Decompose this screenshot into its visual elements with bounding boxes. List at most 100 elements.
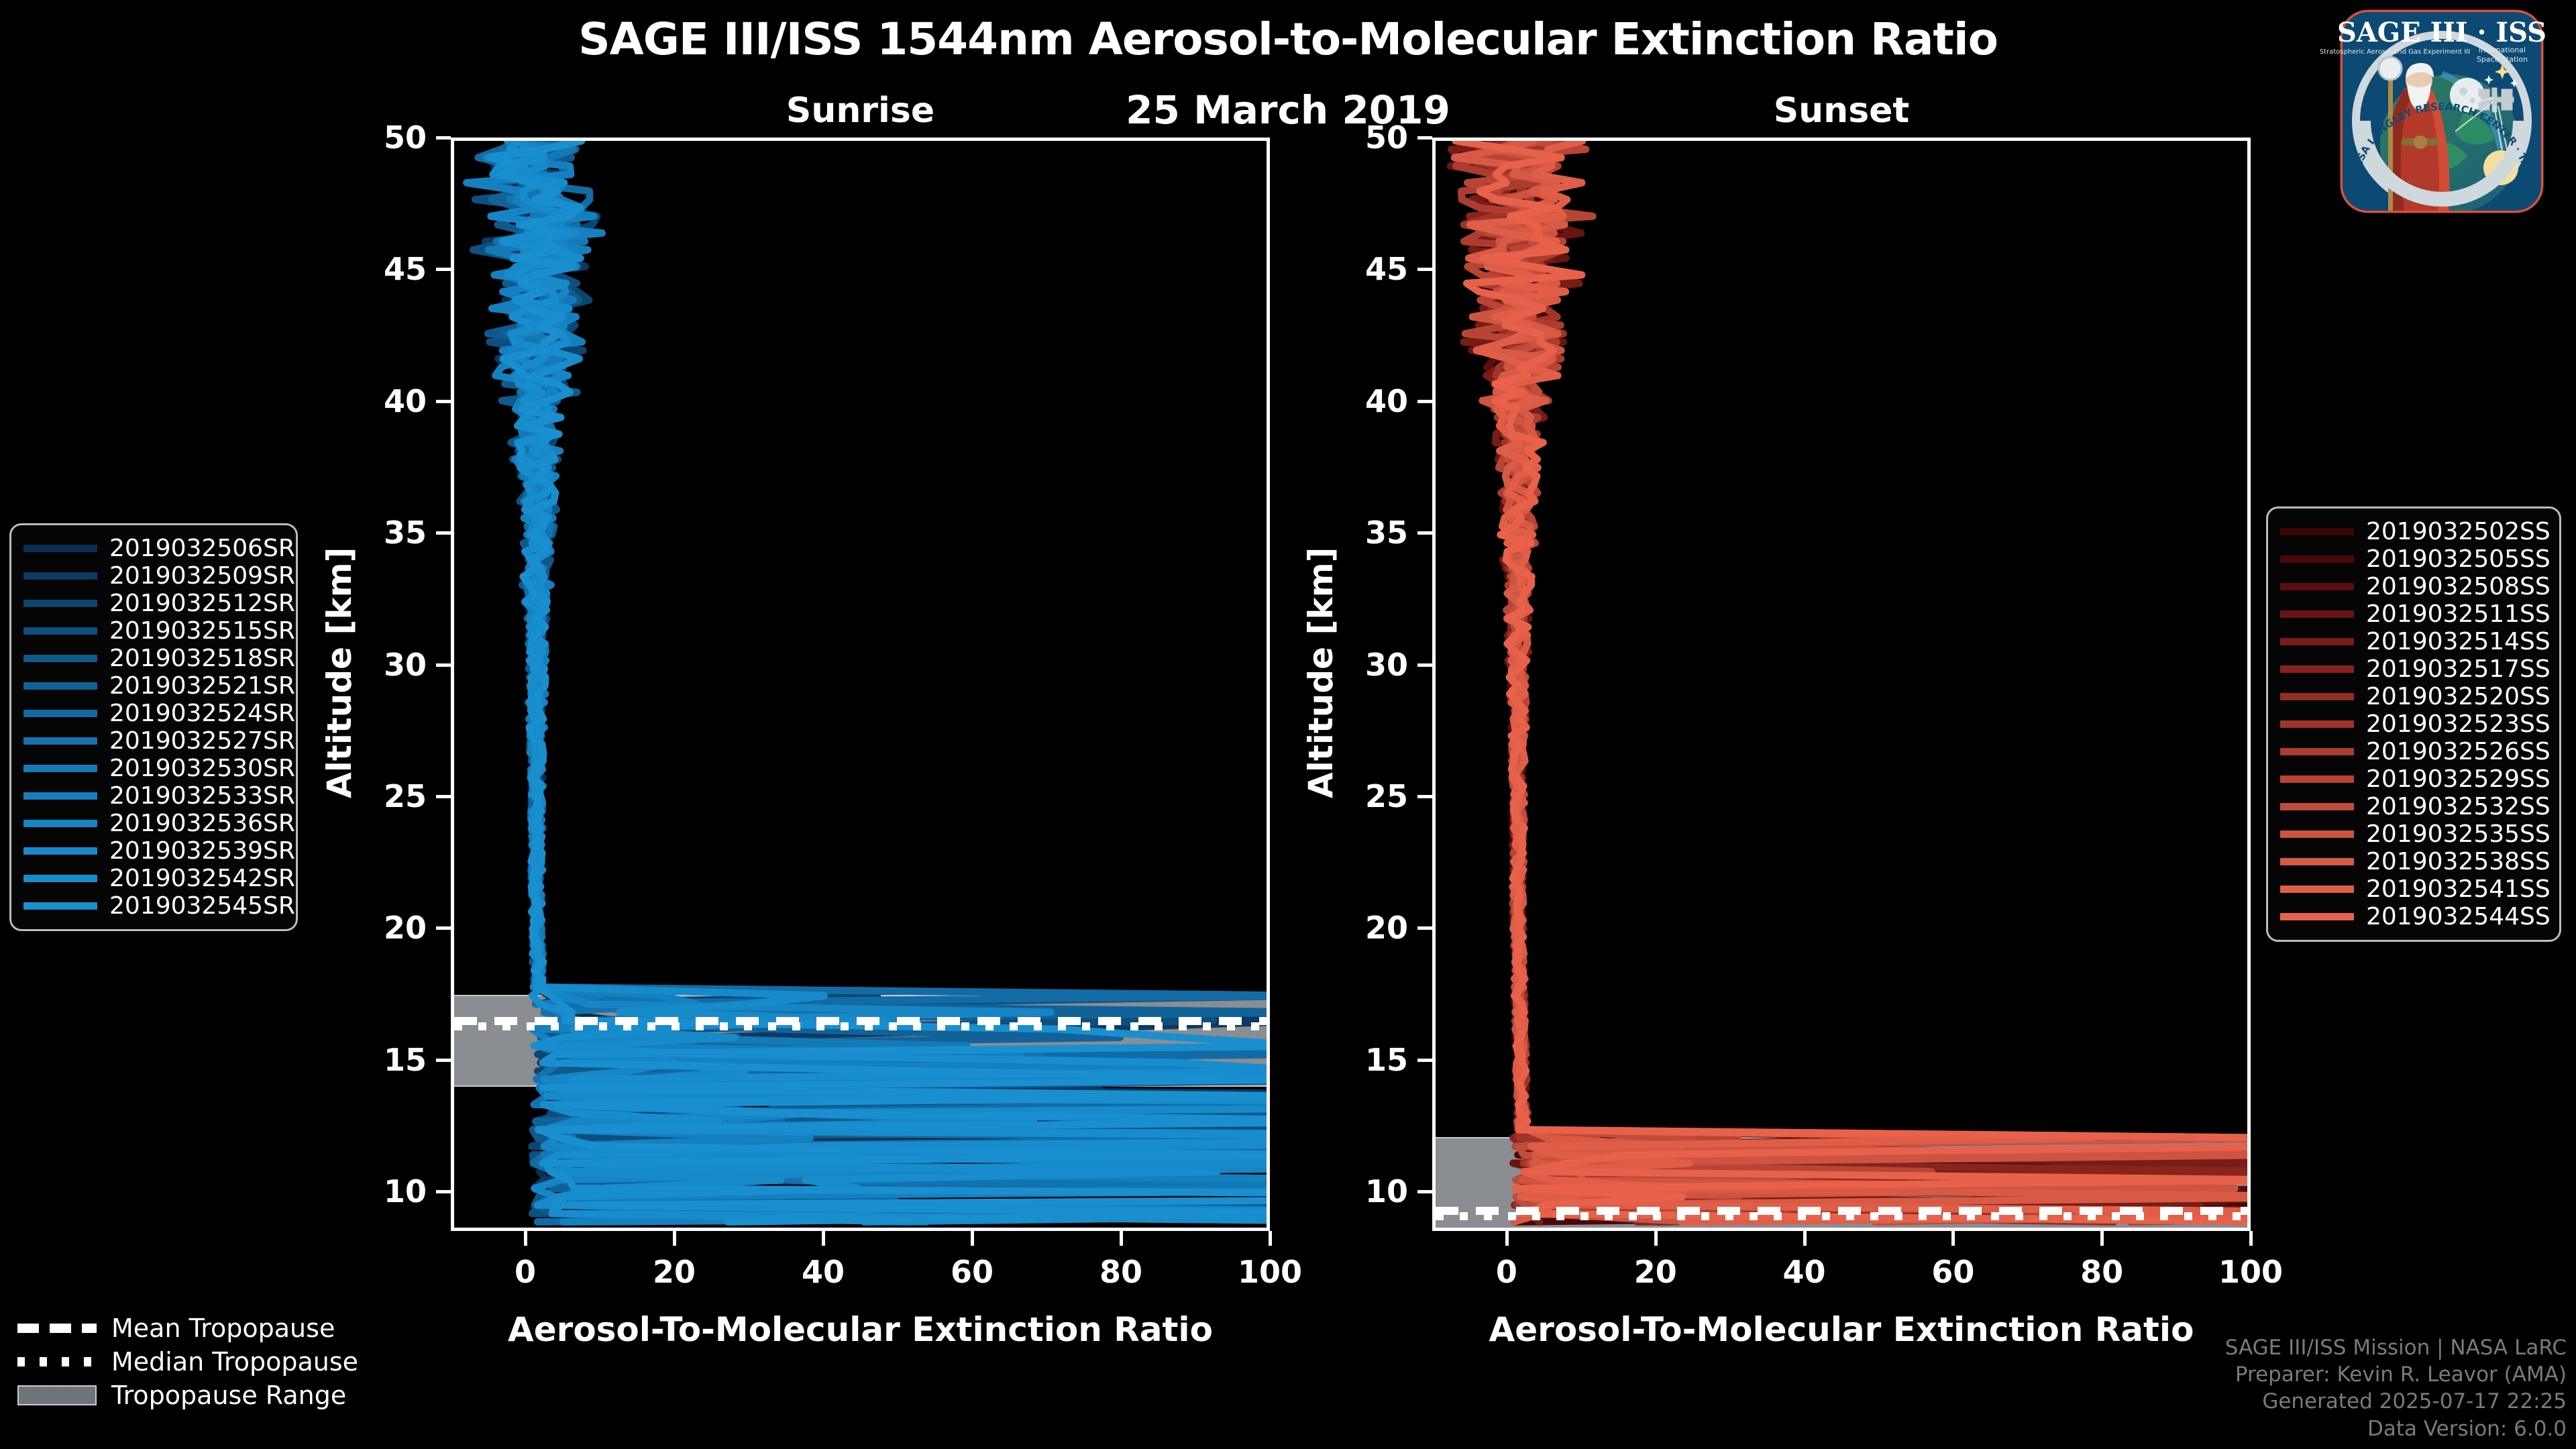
legend-sunset[interactable]: 2019032502SS 2019032505SS 2019032508SS 2019… bbox=[2266, 506, 2561, 942]
legend-item-label: 2019032533SR bbox=[109, 782, 295, 810]
xtick-label-sunset-20: 20 bbox=[1633, 1254, 1677, 1290]
legend-color-swatch bbox=[23, 655, 97, 662]
series-line bbox=[1466, 141, 2247, 1226]
legend-item-2019032517SS[interactable]: 2019032517SS bbox=[2280, 655, 2551, 683]
legend-item-2019032529SS[interactable]: 2019032529SS bbox=[2280, 765, 2551, 793]
ytick-mark-sunset-30 bbox=[1417, 663, 1432, 667]
legend-item-2019032538SS[interactable]: 2019032538SS bbox=[2280, 848, 2551, 875]
legend-item-2019032539SR[interactable]: 2019032539SR bbox=[23, 837, 295, 865]
ytick-mark-sunrise-25 bbox=[436, 794, 451, 798]
series-line bbox=[1466, 141, 2247, 1226]
legend-color-swatch bbox=[23, 627, 97, 635]
legend-color-swatch bbox=[23, 600, 97, 607]
legend-item-2019032527SR[interactable]: 2019032527SR bbox=[23, 727, 295, 755]
legend-item-2019032533SR[interactable]: 2019032533SR bbox=[23, 782, 295, 810]
legend-item-2019032512SR[interactable]: 2019032512SR bbox=[23, 590, 295, 617]
legend-sunrise[interactable]: 2019032506SR 2019032509SR 2019032512SR 2019… bbox=[9, 523, 298, 931]
legend-item-2019032542SR[interactable]: 2019032542SR bbox=[23, 865, 295, 892]
ytick-label-sunset-45: 45 bbox=[1364, 251, 1408, 288]
legend-item-2019032530SR[interactable]: 2019032530SR bbox=[23, 755, 295, 782]
ytick-label-sunrise-30: 30 bbox=[383, 646, 427, 683]
legend-color-swatch bbox=[23, 820, 97, 827]
legend-color-swatch bbox=[23, 737, 97, 745]
legend-item-label: 2019032502SS bbox=[2366, 518, 2551, 545]
credits-line-preparer: Preparer: Kevin R. Leavor (AMA) bbox=[2235, 1362, 2567, 1387]
ytick-mark-sunrise-45 bbox=[436, 268, 451, 272]
legend-item-2019032514SS[interactable]: 2019032514SS bbox=[2280, 628, 2551, 655]
legend-item-label: 2019032511SS bbox=[2366, 600, 2551, 628]
legend-item-label: 2019032521SR bbox=[109, 672, 295, 700]
panel-title-sunrise: Sunrise bbox=[786, 91, 935, 131]
tropopause-range-icon bbox=[17, 1385, 97, 1405]
legend-item-2019032506SR[interactable]: 2019032506SR bbox=[23, 535, 295, 562]
legend-item-2019032545SR[interactable]: 2019032545SR bbox=[23, 892, 295, 920]
legend-color-swatch bbox=[2280, 720, 2354, 728]
legend-item-label: 2019032529SS bbox=[2366, 765, 2551, 793]
plot-panel-sunset bbox=[1432, 138, 2251, 1231]
yaxis-label-sunset: Altitude [km] bbox=[1301, 547, 1340, 798]
ytick-label-sunrise-20: 20 bbox=[383, 910, 427, 947]
tropopause-legend-row-range: Tropopause Range bbox=[9, 1379, 358, 1412]
series-line bbox=[1472, 141, 2118, 1226]
legend-item-label: 2019032517SS bbox=[2366, 655, 2551, 683]
legend-item-label: 2019032538SS bbox=[2366, 848, 2551, 875]
ytick-mark-sunset-25 bbox=[1417, 794, 1432, 798]
legend-item-2019032515SR[interactable]: 2019032515SR bbox=[23, 617, 295, 645]
legend-color-swatch bbox=[23, 875, 97, 882]
legend-item-label: 2019032526SS bbox=[2366, 738, 2551, 765]
xtick-mark-sunset-100 bbox=[2249, 1231, 2253, 1246]
legend-color-swatch bbox=[2280, 803, 2354, 810]
legend-item-2019032535SS[interactable]: 2019032535SS bbox=[2280, 820, 2551, 848]
legend-item-2019032536SR[interactable]: 2019032536SR bbox=[23, 810, 295, 837]
ytick-mark-sunrise-10 bbox=[436, 1190, 451, 1194]
ytick-label-sunset-35: 35 bbox=[1364, 515, 1408, 551]
legend-item-2019032524SR[interactable]: 2019032524SR bbox=[23, 700, 295, 727]
xtick-mark-sunset-60 bbox=[1951, 1231, 1955, 1246]
legend-item-2019032511SS[interactable]: 2019032511SS bbox=[2280, 600, 2551, 628]
legend-item-label: 2019032544SS bbox=[2366, 903, 2551, 930]
legend-color-swatch bbox=[23, 682, 97, 690]
legend-color-swatch bbox=[2280, 830, 2354, 838]
ytick-mark-sunset-45 bbox=[1417, 268, 1432, 272]
legend-item-label: 2019032542SR bbox=[109, 865, 295, 892]
series-line bbox=[1485, 141, 2247, 1226]
series-line bbox=[1450, 141, 2247, 1226]
legend-item-label: 2019032524SR bbox=[109, 700, 295, 727]
legend-color-swatch bbox=[2280, 638, 2354, 645]
legend-item-2019032520SS[interactable]: 2019032520SS bbox=[2280, 683, 2551, 710]
legend-item-label: 2019032536SR bbox=[109, 810, 295, 837]
legend-item-label: 2019032515SR bbox=[109, 617, 295, 645]
panel-title-sunset: Sunset bbox=[1773, 91, 1910, 131]
legend-item-2019032509SR[interactable]: 2019032509SR bbox=[23, 562, 295, 590]
legend-item-2019032541SS[interactable]: 2019032541SS bbox=[2280, 875, 2551, 903]
ytick-label-sunrise-10: 10 bbox=[383, 1173, 427, 1210]
legend-item-label: 2019032509SR bbox=[109, 562, 295, 590]
legend-item-2019032518SR[interactable]: 2019032518SR bbox=[23, 645, 295, 672]
legend-item-2019032521SR[interactable]: 2019032521SR bbox=[23, 672, 295, 700]
ytick-mark-sunrise-15 bbox=[436, 1058, 451, 1062]
logo-subtitle-right-2: Space Station bbox=[2477, 55, 2528, 64]
xtick-label-sunset-80: 80 bbox=[2080, 1254, 2124, 1290]
logo-subtitle-right-1: International bbox=[2479, 46, 2526, 54]
ytick-label-sunrise-35: 35 bbox=[383, 515, 427, 551]
legend-item-2019032505SS[interactable]: 2019032505SS bbox=[2280, 545, 2551, 573]
ytick-label-sunset-50: 50 bbox=[1364, 119, 1408, 156]
legend-item-2019032523SS[interactable]: 2019032523SS bbox=[2280, 710, 2551, 738]
xtick-mark-sunset-80 bbox=[2100, 1231, 2104, 1246]
plot-area-sunset bbox=[1436, 141, 2247, 1228]
series-lines-sunrise bbox=[462, 141, 1267, 1226]
legend-item-2019032508SS[interactable]: 2019032508SS bbox=[2280, 573, 2551, 600]
legend-item-2019032544SS[interactable]: 2019032544SS bbox=[2280, 903, 2551, 930]
tropopause-legend: Mean Tropopause Median Tropopause Tropop… bbox=[9, 1311, 358, 1412]
legend-item-2019032502SS[interactable]: 2019032502SS bbox=[2280, 518, 2551, 545]
legend-color-swatch bbox=[23, 545, 97, 552]
xtick-label-sunset-0: 0 bbox=[1495, 1254, 1517, 1290]
yaxis-label-sunrise: Altitude [km] bbox=[320, 547, 359, 798]
xtick-mark-sunrise-100 bbox=[1269, 1231, 1272, 1246]
ytick-label-sunrise-15: 15 bbox=[383, 1041, 427, 1078]
legend-color-swatch bbox=[23, 710, 97, 717]
legend-item-2019032526SS[interactable]: 2019032526SS bbox=[2280, 738, 2551, 765]
ytick-mark-sunrise-50 bbox=[436, 136, 451, 140]
legend-item-2019032532SS[interactable]: 2019032532SS bbox=[2280, 793, 2551, 820]
xtick-mark-sunrise-0 bbox=[524, 1231, 527, 1246]
